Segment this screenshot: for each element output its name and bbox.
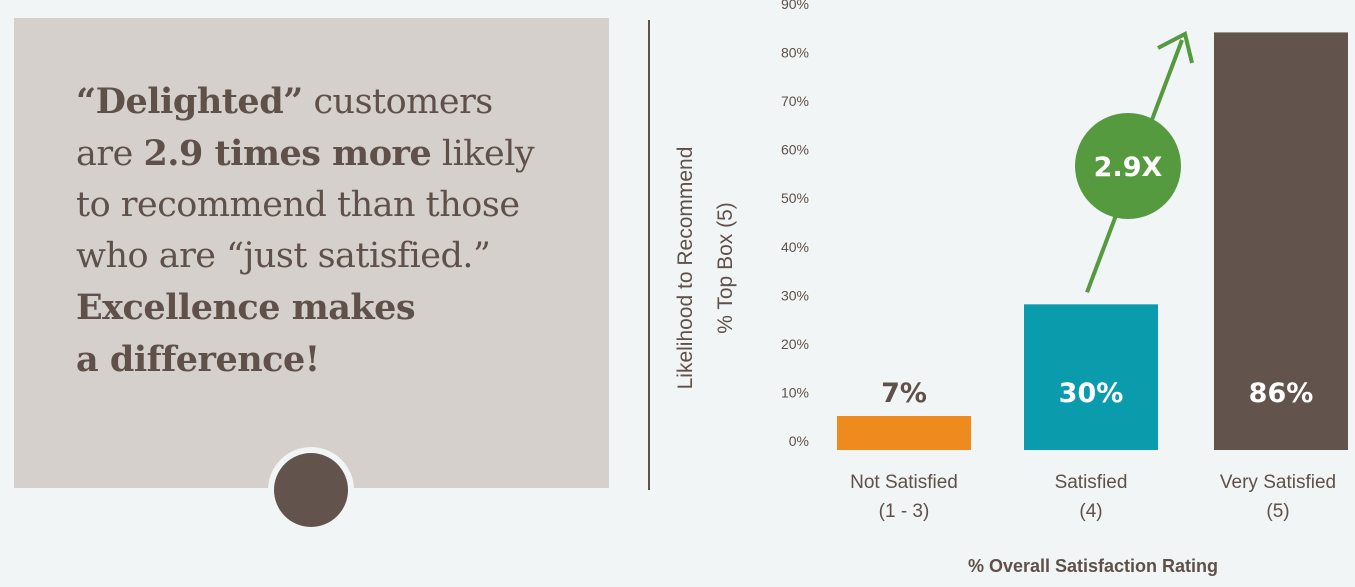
y-tick-label: 90% bbox=[781, 0, 809, 12]
quote-emphasis: 2.9 times more bbox=[143, 133, 432, 174]
quote-badge-dot bbox=[274, 453, 348, 527]
bars: 7% 30% 86% bbox=[837, 32, 1348, 451]
y-tick-label: 50% bbox=[781, 190, 809, 206]
y-axis-label-line2: % Top Box (5) bbox=[714, 202, 737, 334]
data-label: 7% bbox=[881, 378, 927, 409]
bar bbox=[837, 416, 971, 450]
quote-emphasis: “Delighted” bbox=[76, 81, 303, 122]
bar bbox=[1024, 304, 1158, 450]
bar bbox=[1214, 32, 1348, 451]
x-tick-label: Very Satisfied bbox=[1220, 472, 1336, 493]
quote-fragment: customers bbox=[302, 82, 493, 122]
multiplier-label: 2.9X bbox=[1094, 152, 1163, 183]
multiplier-arrow: 2.9X bbox=[1075, 31, 1194, 294]
y-axis-label-line1: Likelihood to Recommend bbox=[674, 147, 697, 390]
quote-fragment: are bbox=[76, 134, 144, 174]
quote-badge-circle bbox=[268, 447, 354, 533]
quote-line-6: a difference! bbox=[76, 334, 576, 386]
x-axis-label: % Overall Satisfaction Rating bbox=[968, 556, 1218, 576]
y-tick-label: 20% bbox=[781, 336, 809, 352]
y-tick-label: 60% bbox=[781, 142, 809, 158]
quote-line-3: to recommend than those bbox=[76, 185, 520, 225]
arrow-head bbox=[1157, 31, 1194, 64]
y-tick-label: 30% bbox=[781, 287, 809, 303]
divider-line bbox=[648, 20, 650, 490]
multiplier-badge bbox=[1075, 113, 1181, 219]
y-tick-label: 80% bbox=[781, 45, 809, 61]
y-axis-ticks: 0% 10% 20% 30% 40% 50% 60% 70% 80% 90% bbox=[781, 0, 809, 449]
quote-emphasis: a difference! bbox=[76, 339, 320, 380]
y-tick-label: 0% bbox=[789, 433, 809, 449]
x-tick-label: Not Satisfied bbox=[850, 472, 958, 493]
quote-fragment: likely bbox=[431, 134, 535, 174]
y-tick-label: 70% bbox=[781, 93, 809, 109]
quote-line-1: “Delighted” customers bbox=[76, 76, 576, 128]
data-label: 86% bbox=[1249, 378, 1314, 409]
x-tick-label-sub: (4) bbox=[1079, 501, 1102, 522]
quote-text: “Delighted” customers are 2.9 times more… bbox=[76, 76, 576, 386]
quote-line-5: Excellence makes bbox=[76, 282, 576, 334]
data-label: 30% bbox=[1059, 378, 1124, 409]
x-tick-label-sub: (1 - 3) bbox=[879, 501, 930, 522]
y-tick-label: 10% bbox=[781, 384, 809, 400]
quote-line-2: are 2.9 times more likely bbox=[76, 128, 576, 180]
x-tick-label: Satisfied bbox=[1055, 472, 1128, 493]
y-tick-label: 40% bbox=[781, 239, 809, 255]
quote-line-4: who are “just satisfied.” bbox=[76, 236, 491, 276]
quote-emphasis: Excellence makes bbox=[76, 287, 416, 328]
x-tick-label-sub: (5) bbox=[1266, 501, 1289, 522]
x-axis-categories: Not Satisfied (1 - 3) Satisfied (4) Very Sat… bbox=[850, 472, 1336, 522]
quote-panel: “Delighted” customers are 2.9 times more… bbox=[14, 18, 609, 488]
